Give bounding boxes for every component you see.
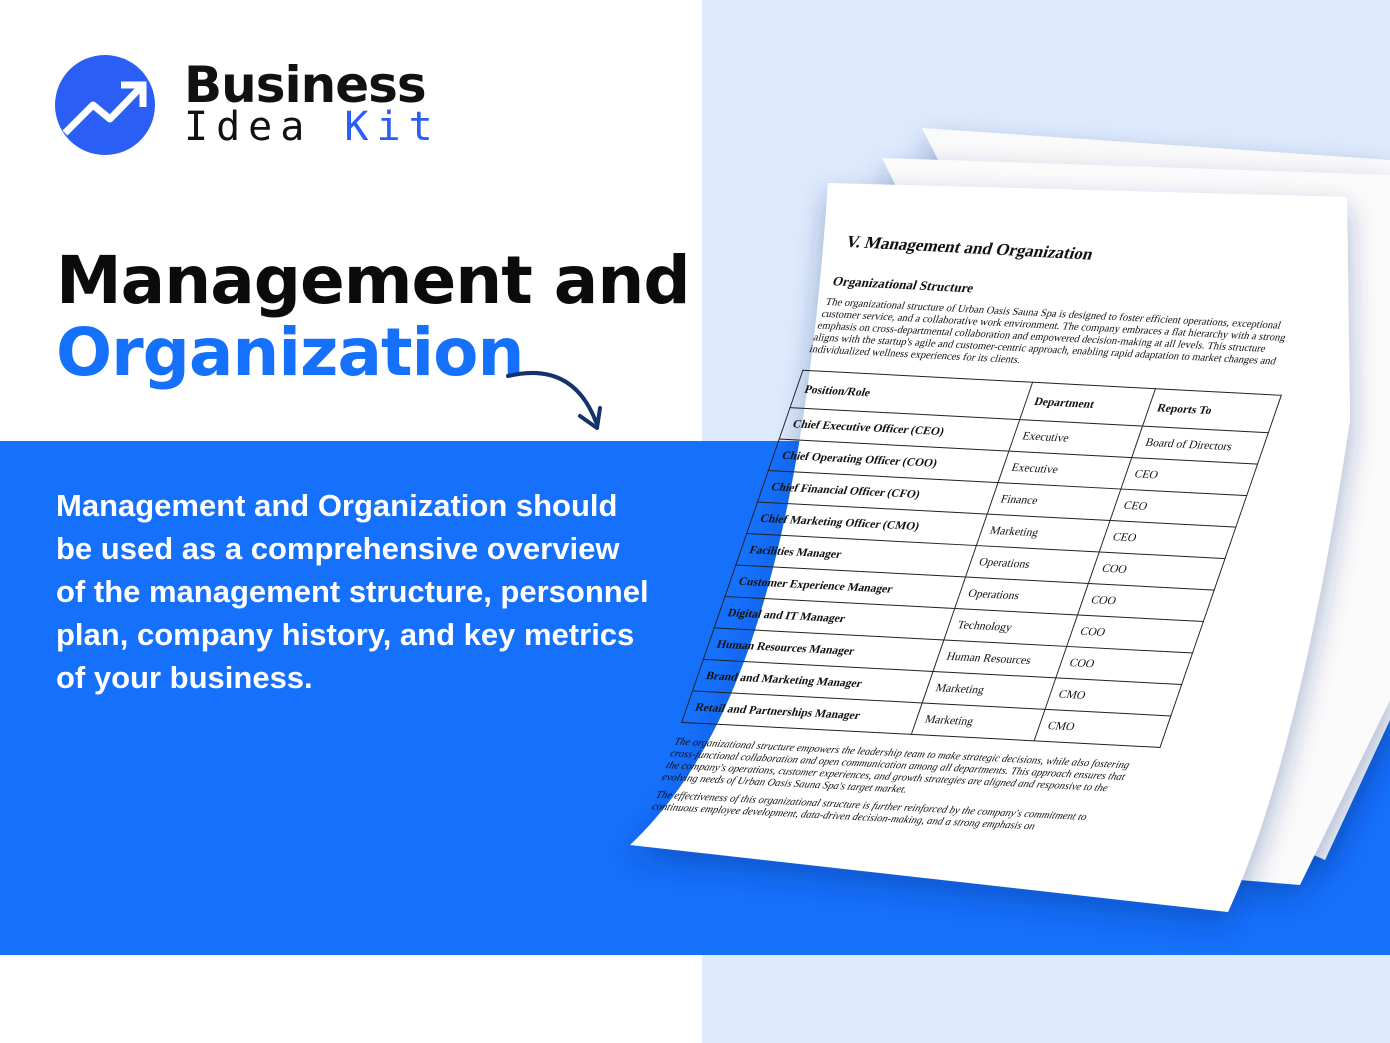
page-title: Management and Organization — [56, 242, 691, 391]
description: Management and Organization should be us… — [56, 488, 649, 695]
brand-subtitle: Idea Kit — [184, 104, 441, 150]
table-cell: Department — [1019, 382, 1156, 427]
table-cell: Reports To — [1142, 388, 1282, 433]
brand-name: Business — [184, 56, 427, 114]
table-cell: CMO — [1034, 709, 1171, 748]
logo-chart-icon — [55, 55, 155, 155]
curved-arrow-icon — [506, 371, 602, 430]
table-cell: Marketing — [911, 702, 1046, 741]
